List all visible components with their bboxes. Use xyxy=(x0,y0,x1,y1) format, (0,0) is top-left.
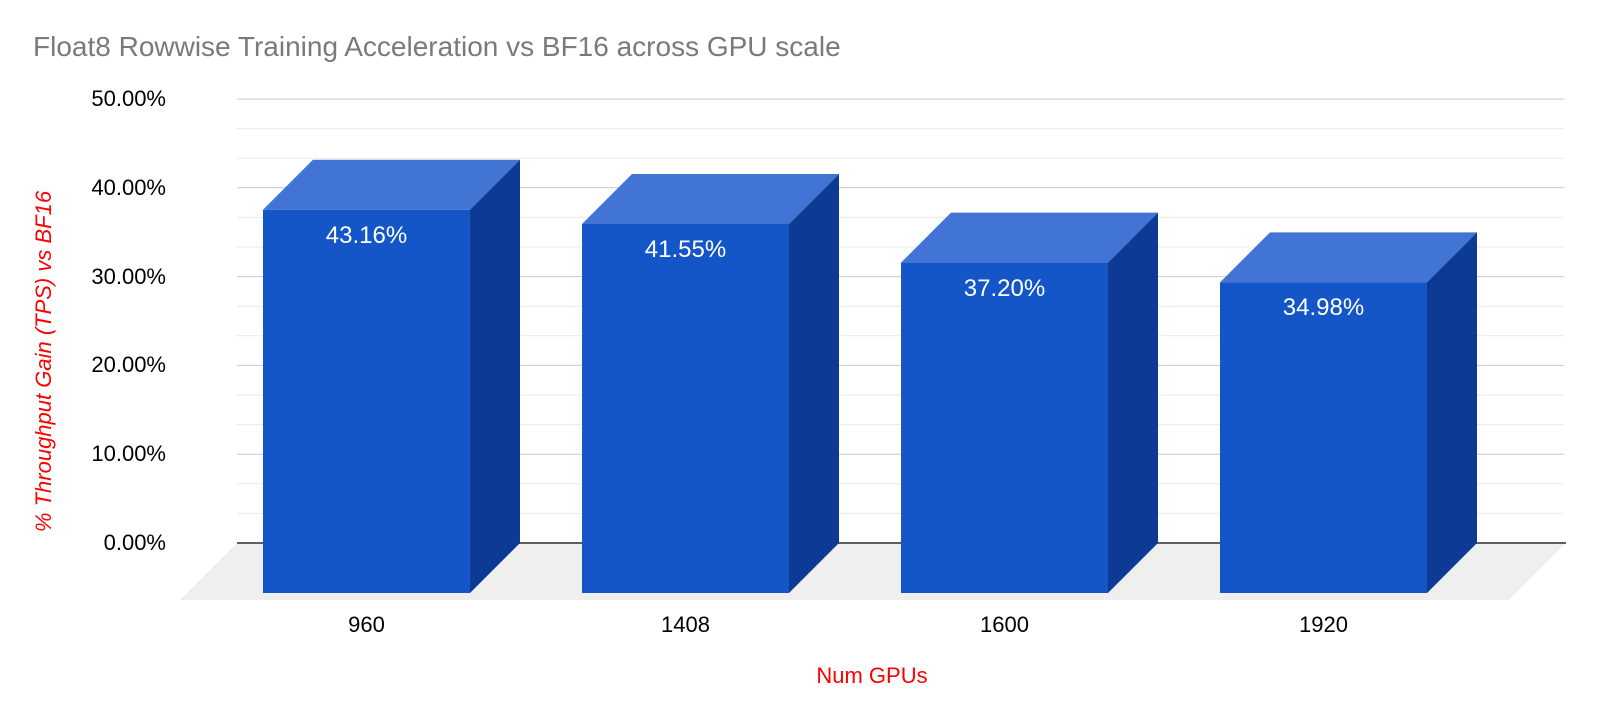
y-tick-label: 0.00% xyxy=(103,530,166,555)
chart-title: Float8 Rowwise Training Acceleration vs … xyxy=(33,31,841,62)
bar-top-face xyxy=(1220,232,1477,283)
x-tick-label: 960 xyxy=(348,612,385,637)
x-tick-label: 1920 xyxy=(1299,612,1348,637)
bar-side-face xyxy=(1427,232,1477,593)
x-axis-title: Num GPUs xyxy=(816,663,928,688)
y-tick-label: 50.00% xyxy=(91,86,166,111)
bar-front-face xyxy=(263,209,470,593)
bar-top-face xyxy=(582,174,839,225)
bar-top-face xyxy=(901,212,1158,263)
bar-side-face xyxy=(789,174,839,593)
y-tick-label: 30.00% xyxy=(91,263,166,289)
x-tick-label: 1408 xyxy=(661,612,710,637)
bar-value-label: 43.16% xyxy=(325,221,408,249)
bar-top-face xyxy=(263,159,520,210)
y-tick-label: 40.00% xyxy=(91,174,166,200)
y-tick-label: 20.00% xyxy=(91,352,166,378)
bar-side-face xyxy=(1108,212,1158,593)
y-tick-label: 10.00% xyxy=(91,441,166,467)
x-tick-label: 1600 xyxy=(980,612,1029,637)
bar-front-face xyxy=(1220,282,1427,593)
bar-value-label: 41.55% xyxy=(644,236,727,264)
bar-front-face xyxy=(901,262,1108,593)
bar-value-label: 37.20% xyxy=(963,274,1046,302)
chart-floor xyxy=(180,543,1566,600)
bar-side-face xyxy=(470,159,520,593)
bar-value-label: 34.98% xyxy=(1282,294,1365,322)
bar-front-face xyxy=(582,224,789,593)
